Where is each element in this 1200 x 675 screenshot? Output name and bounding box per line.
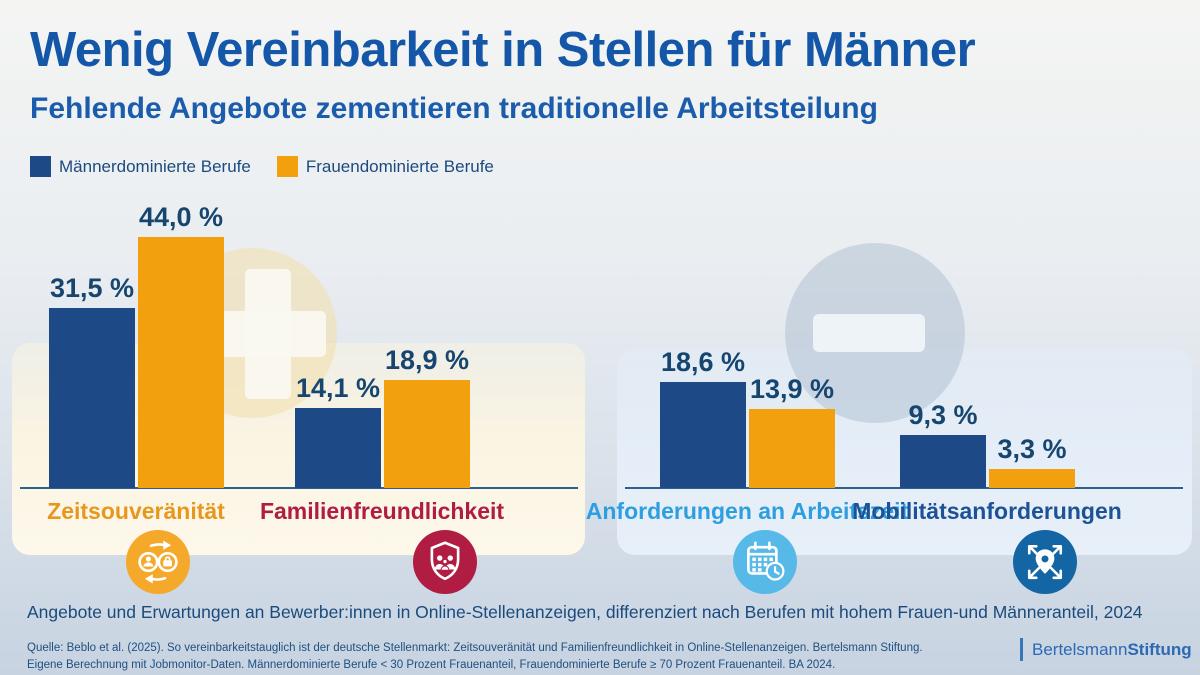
legend-item-women: Frauendominierte Berufe: [276, 156, 494, 177]
bar-men: [900, 435, 986, 488]
chart-caption: Angebote und Erwartungen an Bewerber:inn…: [27, 602, 1143, 622]
bar-value-label: 13,9 %: [749, 374, 835, 404]
source-line-2: Eigene Berechnung mit Jobmonitor-Daten. …: [27, 659, 836, 672]
legend-swatch-men: [30, 156, 51, 177]
legend-item-men: Männerdominierte Berufe: [30, 156, 251, 177]
bar-women: [138, 237, 224, 488]
bar-value-label: 18,9 %: [384, 345, 470, 375]
bar-value-label: 18,6 %: [660, 347, 746, 377]
bar-men: [660, 382, 746, 488]
legend-swatch-women: [276, 156, 298, 177]
source-note: Quelle: Beblo et al. (2025). So vereinba…: [27, 640, 923, 675]
legend: Männerdominierte Berufe Frauendominierte…: [30, 156, 494, 177]
legend-label-men: Männerdominierte Berufe: [59, 156, 251, 176]
bar-men: [49, 308, 135, 488]
logo-name: Bertelsmann: [1032, 639, 1128, 659]
left-axis-line: [20, 487, 578, 489]
bertelsmann-stiftung-logo: BertelsmannStiftung: [1020, 638, 1192, 661]
plus-icon: [210, 311, 326, 357]
mobility-pin-icon: [1013, 530, 1077, 594]
legend-label-women: Frauendominierte Berufe: [305, 156, 494, 176]
bar-women: [384, 380, 470, 488]
page-title: Wenig Vereinbarkeit in Stellen für Männe…: [30, 23, 976, 77]
category-label-4: Mobilitätsanforderungen: [852, 498, 1122, 524]
family-shield-icon: [413, 530, 477, 594]
source-line-1: Quelle: Beblo et al. (2025). So vereinba…: [27, 642, 923, 654]
page-subtitle: Fehlende Angebote zementieren traditione…: [30, 92, 878, 125]
work-life-exchange-icon: [126, 530, 190, 594]
minus-icon: [813, 314, 925, 352]
category-label-3: Anforderungen an Arbeitszeit: [585, 498, 909, 524]
logo-bold: Stiftung: [1127, 639, 1192, 659]
right-axis-line: [625, 487, 1183, 489]
bar-value-label: 31,5 %: [49, 273, 135, 303]
bar-women: [749, 409, 835, 488]
bar-value-label: 9,3 %: [908, 400, 978, 430]
bar-value-label: 3,3 %: [997, 434, 1067, 464]
bar-men: [295, 408, 381, 488]
bar-value-label: 14,1 %: [295, 373, 381, 403]
category-label-1: Zeitsouveränität: [47, 498, 225, 524]
bar-value-label: 44,0 %: [138, 202, 224, 232]
logo-divider-bar: [1020, 638, 1023, 661]
category-label-2: Familienfreundlichkeit: [259, 498, 505, 524]
calendar-clock-icon: [733, 530, 797, 594]
bar-women: [989, 469, 1075, 488]
